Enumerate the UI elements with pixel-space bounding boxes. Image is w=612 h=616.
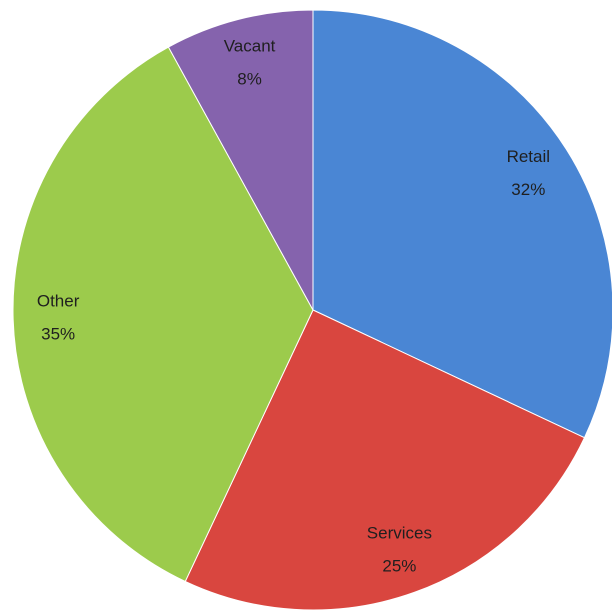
slice-value-label: 32% [511,180,545,199]
slice-category-label: Retail [507,147,550,166]
slice-category-label: Services [367,523,432,542]
pie-slice [167,9,314,311]
slice-value-label: 25% [382,556,416,575]
slice-value-label: 35% [41,324,75,343]
pie-slice [312,9,612,439]
pie-slice [12,46,314,583]
pie-slice [184,309,586,611]
slice-category-label: Vacant [224,36,276,55]
slice-value-label: 8% [237,69,262,88]
slice-category-label: Other [37,291,80,310]
